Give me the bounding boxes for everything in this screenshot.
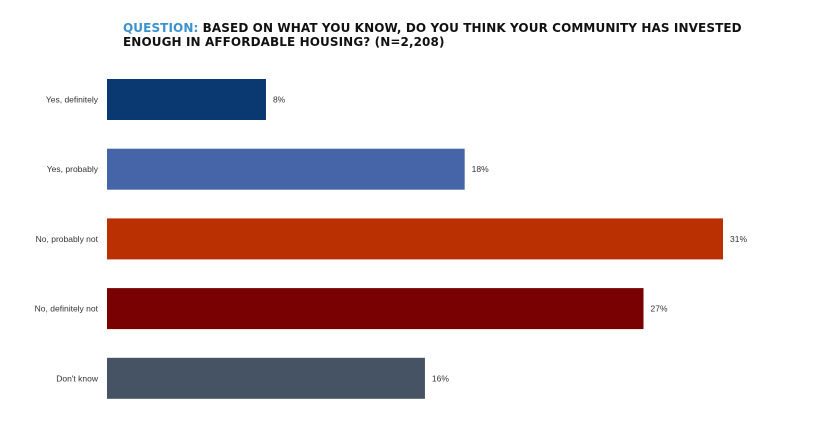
value-label: 27%: [651, 304, 668, 314]
bar: [107, 148, 465, 190]
title-text: BASED ON WHAT YOU KNOW, DO YOU THINK YOU…: [123, 21, 742, 49]
chart-title: QUESTION: BASED ON WHAT YOU KNOW, DO YOU…: [123, 21, 763, 49]
value-label: 18%: [472, 164, 489, 174]
value-label: 16%: [432, 373, 449, 383]
bar: [107, 288, 644, 330]
value-label: 8%: [273, 95, 286, 105]
bar: [107, 79, 266, 120]
bar: [107, 357, 425, 399]
category-label: Yes, probably: [47, 164, 99, 174]
value-label: 31%: [730, 234, 747, 244]
title-prefix: QUESTION:: [123, 21, 199, 35]
category-label: Don't know: [56, 373, 99, 383]
category-label: Yes, definitely: [46, 95, 99, 105]
category-label: No, probably not: [36, 234, 99, 244]
bar: [107, 218, 723, 260]
category-label: No, definitely not: [35, 304, 99, 314]
